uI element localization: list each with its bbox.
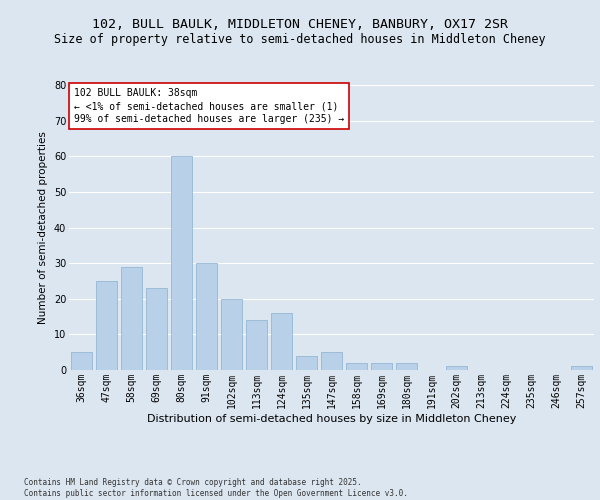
Bar — [221, 298, 242, 370]
Bar — [96, 281, 117, 370]
Y-axis label: Number of semi-detached properties: Number of semi-detached properties — [38, 131, 48, 324]
Bar — [146, 288, 167, 370]
Bar — [296, 356, 317, 370]
Bar — [271, 313, 292, 370]
X-axis label: Distribution of semi-detached houses by size in Middleton Cheney: Distribution of semi-detached houses by … — [147, 414, 516, 424]
Bar — [396, 363, 417, 370]
Text: Contains HM Land Registry data © Crown copyright and database right 2025.
Contai: Contains HM Land Registry data © Crown c… — [24, 478, 408, 498]
Bar — [246, 320, 267, 370]
Bar — [571, 366, 592, 370]
Bar — [171, 156, 192, 370]
Text: 102 BULL BAULK: 38sqm
← <1% of semi-detached houses are smaller (1)
99% of semi-: 102 BULL BAULK: 38sqm ← <1% of semi-deta… — [74, 88, 344, 124]
Bar — [196, 263, 217, 370]
Bar — [71, 352, 92, 370]
Bar — [371, 363, 392, 370]
Text: 102, BULL BAULK, MIDDLETON CHENEY, BANBURY, OX17 2SR: 102, BULL BAULK, MIDDLETON CHENEY, BANBU… — [92, 18, 508, 30]
Bar — [346, 363, 367, 370]
Bar — [446, 366, 467, 370]
Bar — [321, 352, 342, 370]
Bar — [121, 266, 142, 370]
Text: Size of property relative to semi-detached houses in Middleton Cheney: Size of property relative to semi-detach… — [54, 32, 546, 46]
